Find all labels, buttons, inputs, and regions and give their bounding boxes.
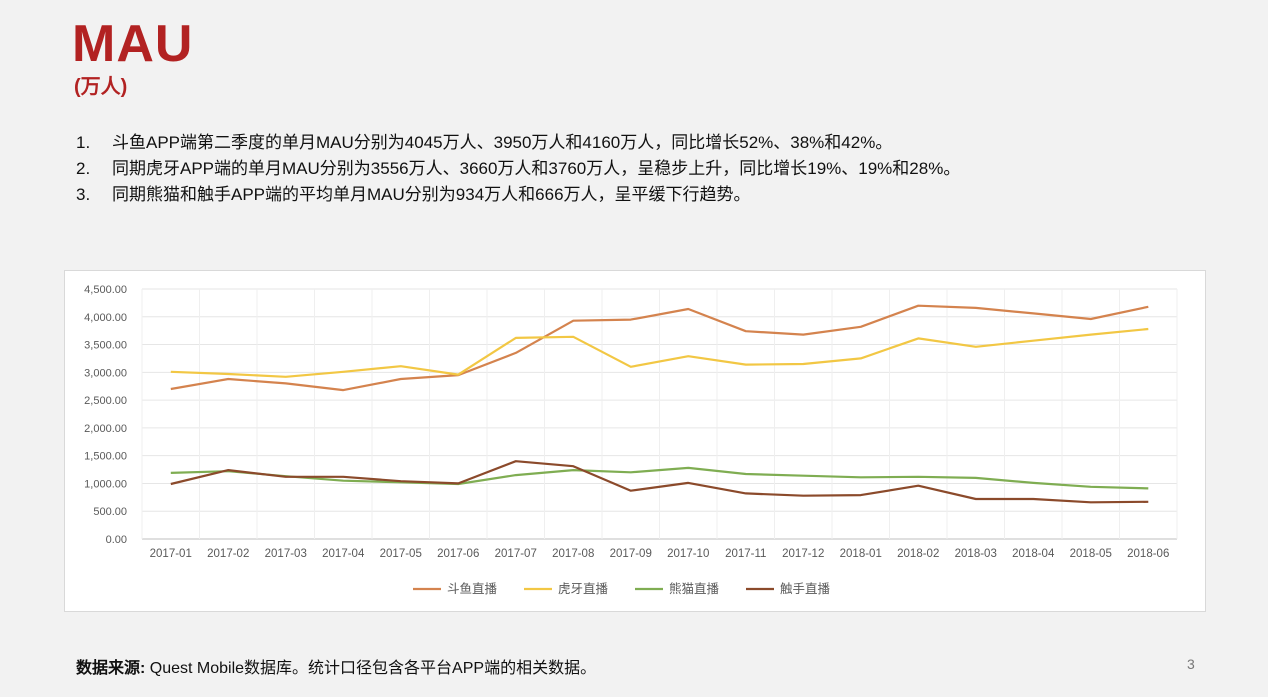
y-tick-label: 3,500.00 xyxy=(84,340,127,352)
x-tick-label: 2018-01 xyxy=(840,548,882,560)
y-tick-label: 2,000.00 xyxy=(84,423,127,435)
x-tick-label: 2017-09 xyxy=(610,548,652,560)
mau-line-chart: 0.00 500.00 1,000.00 1,500.00 2,000.00 2,500.… xyxy=(84,284,1178,596)
key-point-number: 3. xyxy=(76,185,91,204)
x-tick-label: 2017-06 xyxy=(437,548,479,560)
key-point-number: 1. xyxy=(76,133,91,152)
legend-label: 虎牙直播 xyxy=(558,582,609,596)
y-tick-label: 4,000.00 xyxy=(84,312,127,324)
slide-title: MAU xyxy=(72,15,194,73)
data-source-text: Quest Mobile数据库。统计口径包含各平台APP端的相关数据。 xyxy=(145,660,597,677)
x-tick-label: 2017-07 xyxy=(495,548,537,560)
x-tick-label: 2017-12 xyxy=(782,548,824,560)
key-point-text: 斗鱼APP端第二季度的单月MAU分别为4045万人、3950万人和4160万人，… xyxy=(112,133,893,152)
x-tick-label: 2017-10 xyxy=(667,548,709,560)
y-tick-label: 1,000.00 xyxy=(84,478,127,490)
x-tick-label: 2018-03 xyxy=(955,548,997,560)
y-tick-label: 4,500.00 xyxy=(84,284,127,296)
key-point: 3. 同期熊猫和触手APP端的平均单月MAU分别为934万人和666万人，呈平缓… xyxy=(76,182,960,208)
x-tick-label: 2018-05 xyxy=(1070,548,1112,560)
x-tick-label: 2017-05 xyxy=(380,548,422,560)
series-line xyxy=(170,304,1149,392)
key-points-list: 1. 斗鱼APP端第二季度的单月MAU分别为4045万人、3950万人和4160… xyxy=(76,130,960,208)
key-point: 1. 斗鱼APP端第二季度的单月MAU分别为4045万人、3950万人和4160… xyxy=(76,130,960,156)
y-tick-label: 1,500.00 xyxy=(84,451,127,463)
series-line xyxy=(170,327,1149,378)
x-tick-label: 2017-03 xyxy=(265,548,307,560)
legend-label: 斗鱼直播 xyxy=(447,582,498,596)
x-tick-label: 2017-08 xyxy=(552,548,594,560)
data-source-label: 数据来源: xyxy=(76,660,146,677)
series-line xyxy=(170,460,1149,504)
x-tick-label: 2017-04 xyxy=(322,548,365,560)
x-tick-label: 2017-11 xyxy=(725,548,766,560)
y-tick-label: 0.00 xyxy=(106,534,127,546)
y-tick-label: 500.00 xyxy=(93,506,127,518)
y-tick-label: 2,500.00 xyxy=(84,395,127,407)
key-point-text: 同期熊猫和触手APP端的平均单月MAU分别为934万人和666万人，呈平缓下行趋… xyxy=(112,185,751,204)
page-number: 3 xyxy=(1187,656,1195,672)
data-source-note: 数据来源: Quest Mobile数据库。统计口径包含各平台APP端的相关数据… xyxy=(76,654,596,678)
legend-label: 熊猫直播 xyxy=(669,581,720,596)
x-tick-label: 2017-02 xyxy=(207,548,249,560)
y-tick-label: 3,000.00 xyxy=(84,367,127,379)
x-tick-label: 2018-06 xyxy=(1127,548,1169,560)
x-tick-label: 2018-02 xyxy=(897,548,939,560)
legend-label: 触手直播 xyxy=(780,582,831,596)
key-point: 2. 同期虎牙APP端的单月MAU分别为3556万人、3660万人和3760万人… xyxy=(76,156,960,182)
mau-chart-panel: 0.00 500.00 1,000.00 1,500.00 2,000.00 2,500.… xyxy=(64,270,1206,612)
key-point-number: 2. xyxy=(76,159,91,178)
series-line xyxy=(170,466,1149,490)
x-tick-label: 2017-01 xyxy=(150,548,192,560)
slide-subtitle: (万人) xyxy=(74,76,128,98)
x-tick-label: 2018-04 xyxy=(1012,548,1055,560)
key-point-text: 同期虎牙APP端的单月MAU分别为3556万人、3660万人和3760万人，呈稳… xyxy=(112,159,961,178)
